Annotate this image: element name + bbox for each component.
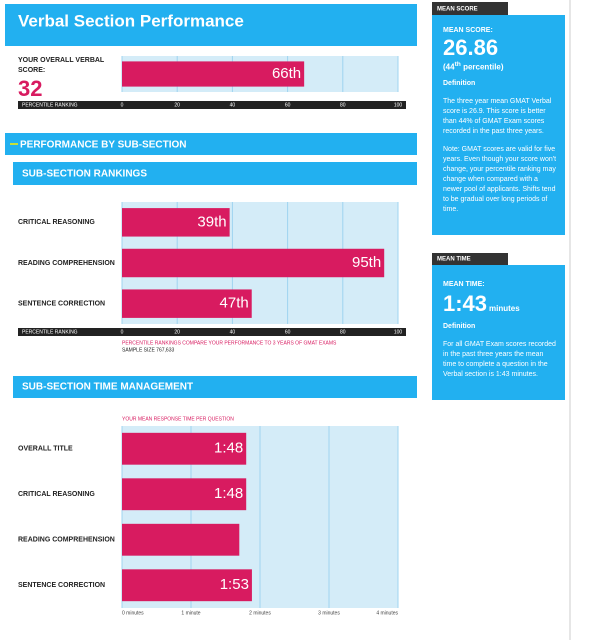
overall-score: 32 — [18, 76, 42, 101]
x-tick-label: 0 — [121, 102, 124, 108]
label: MEAN TIME: — [443, 281, 485, 288]
mean-score-panel: MEAN SCORE: 26.86 (44th percentile) Defi… — [443, 26, 558, 223]
sample-size: SAMPLE SIZE 767,633 — [122, 347, 174, 353]
category-label: SENTENCE CORRECTION — [18, 582, 105, 589]
x-tick-label: 1 minute — [181, 610, 200, 616]
x-tick-label: 0 minutes — [122, 610, 144, 616]
bar — [122, 432, 247, 465]
value-label: 1:48 — [214, 485, 243, 502]
x-tick-label: 100 — [394, 102, 403, 108]
x-tick-label: 20 — [174, 329, 180, 335]
axis-label: PERCENTILE RANKING — [22, 102, 78, 108]
overall-label: YOUR OVERALL VERBAL SCORE: — [18, 57, 105, 74]
bar — [122, 569, 252, 602]
x-tick-label: 60 — [285, 102, 291, 108]
axis-label: PERCENTILE RANKING — [22, 329, 78, 335]
tab-label: MEAN TIME — [437, 257, 471, 263]
time-bar — [13, 376, 417, 398]
bar — [122, 248, 385, 278]
x-tick-label: 2 minutes — [249, 610, 271, 616]
percentile: (44th percentile) — [443, 60, 558, 73]
rankings-note: PERCENTILE RANKINGS COMPARE YOUR PERFORM… — [122, 340, 337, 346]
section-heading: PERFORMANCE BY SUB-SECTION — [20, 140, 187, 151]
rankings-title: SUB-SECTION RANKINGS — [22, 169, 147, 180]
time-axis-title: YOUR MEAN RESPONSE TIME PER QUESTION — [122, 416, 234, 422]
note: Note: GMAT scores are valid for five yea… — [443, 145, 557, 213]
mean-time-panel: MEAN TIME: 1:43 minutes Definition For a… — [443, 280, 558, 388]
unit: minutes — [489, 304, 520, 313]
value: 1:43 — [443, 291, 488, 316]
x-tick-label: 80 — [340, 329, 346, 335]
x-tick-label: 60 — [285, 329, 291, 335]
tab — [432, 253, 508, 265]
mean-score-box — [432, 15, 565, 235]
definition: Definition — [443, 79, 476, 87]
x-tick-label: 4 minutes — [376, 610, 398, 616]
value-label: 39th — [197, 213, 226, 230]
bar — [122, 61, 305, 87]
x-tick-label: 40 — [230, 102, 236, 108]
value-label: 1:53 — [220, 576, 249, 593]
category-label: CRITICAL REASONING — [18, 491, 95, 498]
category-label: OVERALL TITLE — [18, 446, 73, 453]
bar — [122, 478, 247, 511]
section-bar — [5, 133, 417, 155]
bar — [122, 208, 230, 237]
definition: Definition — [443, 323, 476, 330]
x-tick-label: 100 — [394, 329, 403, 335]
value-label: 66th — [272, 65, 301, 82]
tab-label: MEAN SCORE — [437, 7, 478, 13]
label: MEAN SCORE: — [443, 27, 493, 34]
rankings-bar — [13, 162, 417, 185]
text: The three year mean GMAT Verbal score is… — [443, 97, 552, 135]
text: For all GMAT Exam scores recorded in the… — [443, 341, 556, 378]
x-tick-label: 80 — [340, 102, 346, 108]
value-label: 1:48 — [214, 440, 243, 457]
title: Verbal Section Performance — [18, 11, 244, 30]
category-label: CRITICAL REASONING — [18, 219, 95, 226]
x-tick-label: 20 — [174, 102, 180, 108]
x-tick-label: 3 minutes — [318, 610, 340, 616]
category-label: READING COMPREHENSION — [18, 260, 115, 267]
category-label: READING COMPREHENSION — [18, 537, 115, 544]
percentile-text: percentile) — [460, 62, 504, 72]
bar — [122, 289, 252, 318]
dash — [10, 143, 18, 145]
time-title: SUB-SECTION TIME MANAGEMENT — [22, 382, 193, 393]
axis-band — [18, 101, 406, 109]
x-tick-label: 0 — [121, 329, 124, 335]
bar — [122, 523, 240, 556]
value: 26.86 — [443, 35, 499, 60]
percentile-text: (44 — [443, 62, 455, 72]
category-label: SENTENCE CORRECTION — [18, 301, 105, 308]
sup: th — [454, 61, 461, 68]
tab — [432, 2, 508, 15]
title-bar — [5, 4, 417, 46]
x-tick-label: 40 — [230, 329, 236, 335]
value-label: 95th — [352, 254, 381, 271]
value-row: 1:43 minutes — [443, 292, 558, 316]
value-label: 47th — [220, 295, 249, 312]
axis-band — [18, 328, 406, 336]
mean-time-box — [432, 265, 565, 400]
